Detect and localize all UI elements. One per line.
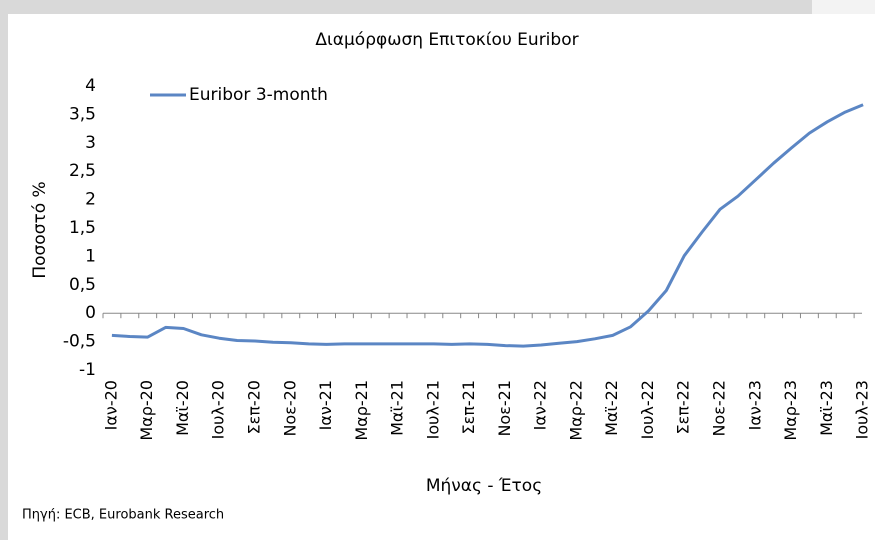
y-tick-label: 4 [85,76,96,96]
y-tick-label: -0,5 [63,332,96,352]
source: Πηγή: ECB, Eurobank Research [22,508,224,523]
x-tick-label: Ιαν-22 [531,380,550,430]
frame-left [0,14,8,540]
panel-right [812,14,875,540]
chart-title: Διαμόρφωση Επιτοκίου Euribor [315,30,578,50]
x-tick-label: Μαρ-23 [781,380,800,441]
x-tick-label: Μαρ-20 [137,380,156,441]
x-tick-label: Ιουλ-20 [209,380,228,439]
legend-label: Euribor 3-month [189,85,328,105]
x-tick-label: Μαρ-22 [566,380,585,441]
x-tick-label: Νοε-22 [709,380,728,437]
x-tick-label: Μαϊ-21 [388,380,407,436]
x-tick-label: Ιαν-21 [316,380,335,430]
x-tick-label: Μαϊ-20 [173,380,192,436]
y-tick-label: 1 [85,246,96,266]
x-tick-label: Ιαν-23 [745,380,764,430]
x-tick-label: Ιαν-20 [101,380,120,430]
y-tick-label: -1 [79,360,96,380]
x-tick-label: Ιουλ-23 [853,380,872,439]
y-tick-label: 2 [85,190,96,210]
y-tick-label: 0 [85,303,96,323]
x-tick-label: Μαρ-21 [352,380,371,441]
x-tick-label: Μαϊ-23 [817,380,836,436]
series-line [111,103,864,348]
x-tick-label: Σεπ-20 [245,380,264,435]
frame-top [0,0,812,14]
y-tick-label: 0,5 [69,275,96,295]
panel [8,14,812,540]
y-tick-label: 3,5 [69,104,96,124]
y-axis-title: Ποσοστό % [30,181,50,278]
x-tick-label: Μαϊ-22 [602,380,621,436]
x-tick-label: Ιουλ-22 [638,380,657,439]
x-tick-label: Σεπ-22 [674,380,693,435]
x-tick-label: Ιουλ-21 [423,380,442,439]
y-tick-label: 2,5 [69,161,96,181]
x-tick-label: Σεπ-21 [459,380,478,435]
x-tick-label: Νοε-21 [495,380,514,437]
x-axis-title: Μήνας - Έτος [426,476,542,496]
x-tick-label: Νοε-20 [280,380,299,437]
y-tick-label: 1,5 [69,218,96,238]
y-tick-label: 3 [85,133,96,153]
